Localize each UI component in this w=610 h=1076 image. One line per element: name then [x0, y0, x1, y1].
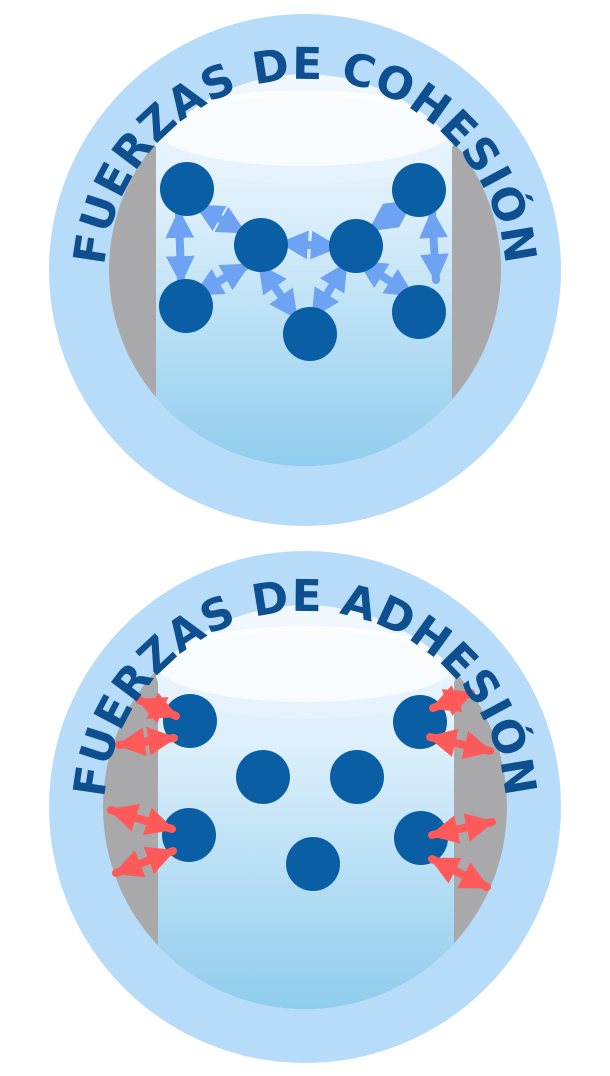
- adhesion-arrows: [107, 685, 496, 891]
- water-molecule: [159, 279, 213, 333]
- adhesion-arrow: [428, 813, 496, 844]
- cohesion-arrow: [165, 208, 195, 286]
- water-molecule: [236, 750, 290, 804]
- water-molecule: [392, 163, 446, 217]
- cohesion-panel: FUERZAS DE COHESIÓN: [49, 14, 561, 526]
- adhesion-inner-view: [103, 605, 507, 1009]
- adhesion-arrow: [107, 803, 176, 836]
- water-molecule: [234, 218, 288, 272]
- cohesion-arrow: [193, 202, 248, 236]
- water-molecule: [286, 837, 340, 891]
- cohesion-arrow: [278, 230, 341, 260]
- cohesion-arrow: [256, 262, 300, 321]
- cohesion-arrow: [419, 208, 449, 284]
- cohesion-meniscus-highlight: [154, 90, 454, 166]
- water-molecule: [330, 750, 384, 804]
- adhesion-arrow: [135, 692, 180, 724]
- water-molecule: [160, 162, 214, 216]
- water-molecule: [392, 285, 446, 339]
- adhesion-arrow: [428, 855, 491, 891]
- water-molecule: [394, 811, 448, 865]
- cohesion-arrow: [309, 260, 350, 320]
- adhesion-arrow: [426, 728, 494, 760]
- water-molecule: [283, 307, 337, 361]
- adhesion-arrow: [112, 846, 177, 878]
- adhesion-panel: FUERZAS DE ADHESIÓN: [49, 551, 561, 1063]
- adhesion-meniscus-highlight: [156, 626, 456, 702]
- cohesion-molecules: [159, 162, 446, 361]
- adhesion-arrow: [429, 685, 475, 716]
- adhesion-arrow: [115, 726, 178, 757]
- water-molecule: [329, 219, 383, 273]
